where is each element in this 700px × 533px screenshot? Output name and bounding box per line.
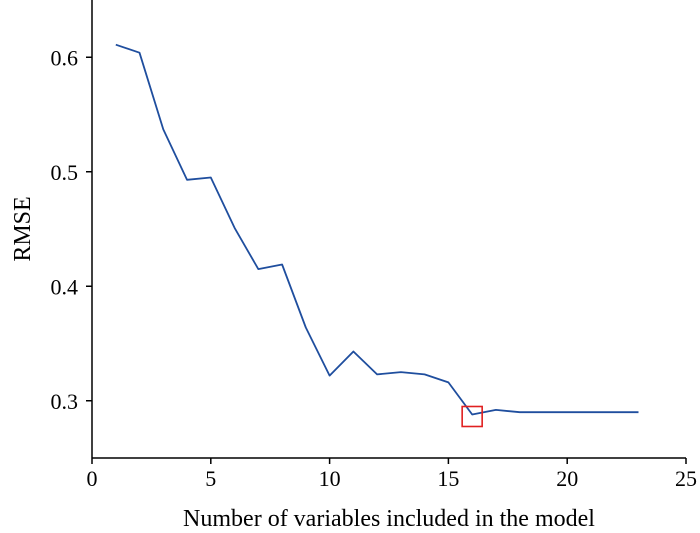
y-axis-ticks: 0.3 0.4 0.5 0.6 [51,45,92,414]
y-tick-label: 0.6 [51,45,79,70]
x-axis-label: Number of variables included in the mode… [183,506,595,532]
y-axis-label: RMSE [10,196,36,261]
x-tick-label: 0 [87,466,98,491]
x-tick-label: 20 [556,466,578,491]
x-tick-label: 10 [319,466,341,491]
axes [91,0,686,459]
highlight-group [461,405,483,428]
y-tick-label: 0.4 [51,274,79,299]
y-tick-label: 0.5 [51,160,79,185]
series-group [115,43,639,416]
y-tick-label: 0.3 [51,389,79,414]
x-tick-label: 25 [675,466,697,491]
x-tick-label: 5 [205,466,216,491]
optimal-point-marker [461,405,483,428]
rmse-series-line [115,43,639,416]
x-axis-ticks: 0 5 10 15 20 25 [87,458,697,491]
x-tick-label: 15 [437,466,459,491]
